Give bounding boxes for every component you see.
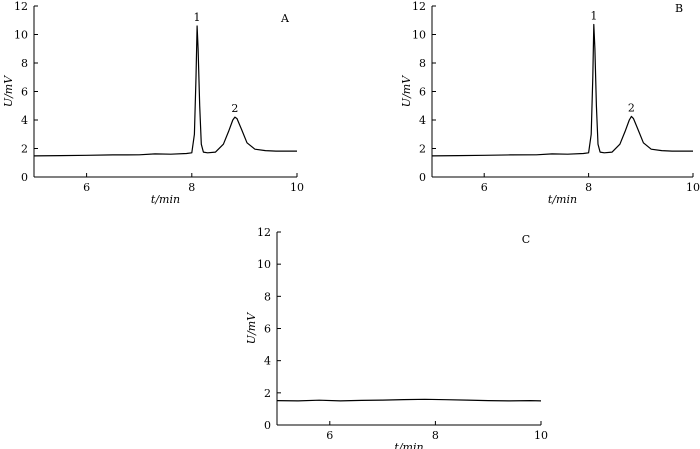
x-tick-label: 10 xyxy=(686,181,700,194)
y-tick-label: 10 xyxy=(14,29,28,42)
y-tick-label: 12 xyxy=(257,226,271,239)
y-tick-label: 8 xyxy=(21,57,28,70)
panel-letter: C xyxy=(522,233,530,246)
y-tick-label: 2 xyxy=(419,143,426,156)
y-tick-label: 0 xyxy=(21,171,28,184)
y-tick-label: 12 xyxy=(14,0,28,13)
y-tick-label: 8 xyxy=(419,57,426,70)
panel-letter: B xyxy=(675,2,683,15)
x-tick-label: 6 xyxy=(326,429,333,442)
chromatogram-trace xyxy=(431,23,693,157)
y-tick-label: 6 xyxy=(419,86,426,99)
x-tick-label: 6 xyxy=(83,181,90,194)
y-tick-label: 4 xyxy=(419,114,426,127)
x-tick-label: 10 xyxy=(290,181,304,194)
y-tick-label: 0 xyxy=(419,171,426,184)
y-tick-label: 6 xyxy=(21,86,28,99)
y-axis-label: U/mV xyxy=(245,312,258,344)
x-tick-label: 8 xyxy=(585,181,592,194)
chart-panel-c: 6 8 10 0 2 4 6 8 10 12 t/min U/mV C xyxy=(245,226,548,449)
y-tick-label: 12 xyxy=(412,0,426,13)
y-tick-label: 4 xyxy=(21,114,28,127)
x-axis-label: t/min xyxy=(394,441,423,449)
y-tick-label: 10 xyxy=(412,29,426,42)
peak-label: 1 xyxy=(590,10,597,23)
panel-letter: A xyxy=(280,12,290,25)
peak-label: 1 xyxy=(194,11,201,24)
peak-label: 2 xyxy=(231,102,238,115)
y-axis-label: U/mV xyxy=(400,75,413,107)
y-tick-label: 10 xyxy=(257,258,271,271)
x-axis-label: t/min xyxy=(151,193,180,206)
x-tick-label: 8 xyxy=(188,181,195,194)
chromatogram-trace xyxy=(33,25,297,157)
y-tick-label: 6 xyxy=(264,323,271,336)
y-tick-label: 2 xyxy=(264,387,271,400)
y-tick-label: 0 xyxy=(264,419,271,432)
y-axis-label: U/mV xyxy=(2,75,15,107)
x-axis-label: t/min xyxy=(548,193,577,206)
x-tick-label: 8 xyxy=(432,429,439,442)
peak-label: 2 xyxy=(628,101,635,114)
x-tick-label: 6 xyxy=(481,181,488,194)
y-tick-label: 2 xyxy=(21,143,28,156)
y-tick-label: 8 xyxy=(264,290,271,303)
y-tick-label: 4 xyxy=(264,355,271,368)
chromatogram-trace xyxy=(276,398,542,402)
x-tick-label: 10 xyxy=(534,429,548,442)
